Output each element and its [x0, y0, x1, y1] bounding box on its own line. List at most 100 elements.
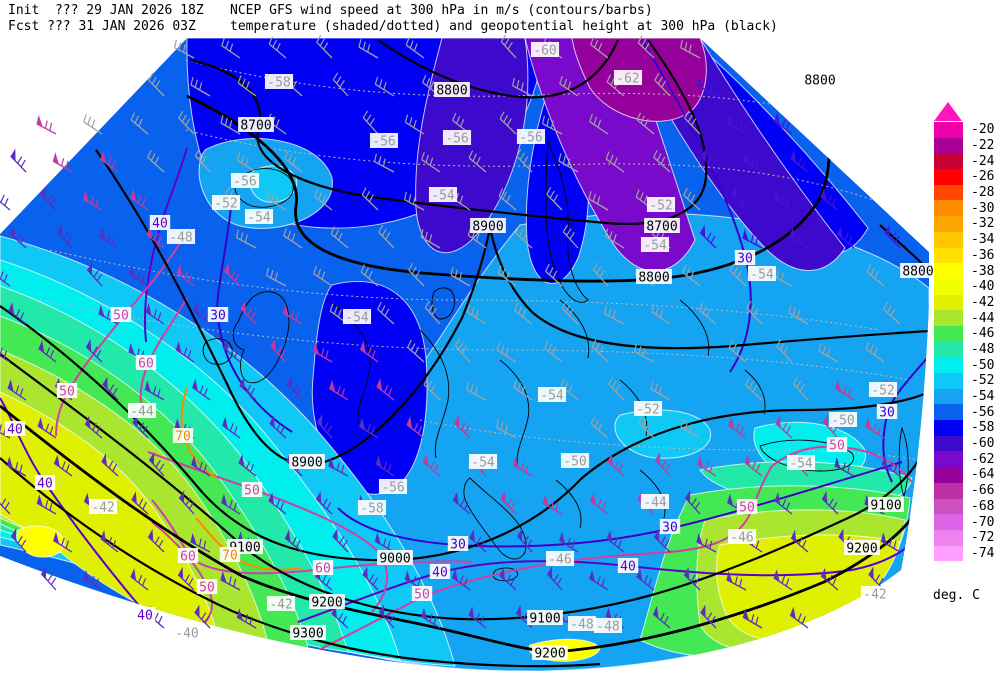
svg-text:-54: -54	[247, 211, 271, 226]
chart-title-line1: NCEP GFS wind speed at 300 hPa in m/s (c…	[230, 3, 653, 18]
svg-text:-42: -42	[91, 501, 114, 516]
svg-text:40: 40	[620, 560, 636, 575]
svg-text:-58: -58	[360, 502, 383, 517]
svg-text:-56: -56	[233, 175, 256, 190]
legend-color-box	[934, 514, 963, 530]
svg-text:50: 50	[113, 309, 129, 324]
svg-text:30: 30	[210, 309, 226, 324]
legend-tick-label: -24	[971, 153, 995, 169]
svg-text:8800: 8800	[804, 74, 835, 89]
legend-color-box	[934, 498, 963, 515]
legend-entry: -42	[934, 294, 1000, 311]
svg-text:50: 50	[739, 501, 755, 516]
legend-color-box	[934, 373, 963, 389]
svg-text:-54: -54	[345, 311, 369, 326]
legend-tick-label: -38	[971, 263, 995, 279]
contour-label-layer: 8700 8700 8800 8800 8800 8800 8900 8900 9000 9100…	[4, 42, 936, 662]
legend-tick-label: -34	[971, 232, 995, 248]
legend-entry: -34	[934, 231, 1000, 248]
svg-text:8900: 8900	[291, 456, 322, 471]
svg-text:-56: -56	[372, 135, 395, 150]
legend-entry: -36	[934, 247, 1000, 264]
legend-color-box	[934, 153, 963, 170]
legend-tick-label: -64	[971, 467, 995, 483]
legend-entry: -50	[934, 357, 1000, 373]
svg-text:50: 50	[414, 588, 430, 603]
legend-color-box	[934, 231, 963, 248]
legend-color-box	[934, 357, 963, 373]
svg-text:-54: -54	[540, 389, 564, 404]
svg-text:-54: -54	[750, 268, 774, 283]
svg-text:50: 50	[59, 385, 75, 400]
svg-text:9200: 9200	[311, 596, 342, 611]
init-time-text: Init ??? 29 JAN 2026 18Z	[8, 3, 204, 18]
svg-text:8900: 8900	[472, 220, 503, 235]
svg-text:70: 70	[175, 430, 191, 445]
legend-entry: -26	[934, 169, 1000, 185]
legend-color-box	[934, 388, 963, 405]
legend-entry: -54	[934, 388, 1000, 405]
legend-entry: -46	[934, 325, 1000, 342]
legend-entry: -66	[934, 482, 1000, 499]
chart-title-line2: temperature (shaded/dotted) and geopoten…	[230, 19, 778, 34]
forecast-time-text: Fcst ??? 31 JAN 2026 03Z	[8, 19, 196, 34]
svg-text:-42: -42	[269, 598, 292, 613]
svg-text:-54: -54	[431, 189, 455, 204]
svg-text:9200: 9200	[846, 542, 877, 557]
legend-tick-label: -54	[971, 389, 995, 405]
svg-text:9200: 9200	[534, 647, 565, 662]
legend-tick-label: -60	[971, 436, 995, 452]
legend-tick-label: -36	[971, 247, 995, 263]
svg-text:-54: -54	[471, 456, 495, 471]
svg-text:9100: 9100	[870, 499, 901, 514]
legend-entry: -40	[934, 278, 1000, 295]
legend-color-box	[934, 435, 963, 452]
legend-entry: -68	[934, 498, 1000, 515]
svg-text:60: 60	[180, 550, 196, 565]
svg-text:-52: -52	[636, 403, 659, 418]
legend-entry: -48	[934, 341, 1000, 358]
legend-entry: -64	[934, 467, 1000, 483]
legend-tick-label: -22	[971, 138, 995, 154]
svg-text:70: 70	[222, 549, 238, 564]
svg-text:8700: 8700	[240, 119, 271, 134]
legend-entry: -44	[934, 310, 1000, 326]
legend-tick-label: -30	[971, 200, 995, 216]
wind-barbs-layer	[0, 34, 901, 629]
legend-entry: -62	[934, 451, 1000, 468]
svg-text:50: 50	[244, 484, 260, 499]
svg-text:9300: 9300	[292, 627, 323, 642]
legend-tick-label: -62	[971, 451, 995, 467]
legend-entry: -52	[934, 373, 1000, 389]
svg-text:-48: -48	[169, 231, 192, 246]
svg-text:-52: -52	[649, 199, 672, 214]
legend-entry: -72	[934, 529, 1000, 546]
legend-entry: -20	[934, 122, 1000, 138]
legend-tick-label: -50	[971, 357, 995, 373]
legend-color-box	[934, 310, 963, 326]
legend-tick-label: -52	[971, 373, 995, 389]
legend-tick-label: -28	[971, 185, 995, 201]
svg-text:-44: -44	[643, 496, 667, 511]
legend-color-box	[934, 482, 963, 499]
legend-color-box	[934, 325, 963, 342]
svg-text:-52: -52	[214, 197, 237, 212]
legend-color-box	[934, 529, 963, 546]
coastline-layer	[202, 140, 909, 582]
svg-text:-62: -62	[616, 72, 639, 87]
svg-text:8800: 8800	[902, 265, 933, 280]
svg-text:8800: 8800	[638, 271, 669, 286]
svg-text:-60: -60	[533, 44, 556, 59]
legend-color-box	[934, 420, 963, 436]
legend-unit-label: deg. C	[933, 588, 980, 603]
svg-text:50: 50	[199, 581, 215, 596]
legend-color-box	[934, 545, 963, 562]
svg-text:-58: -58	[267, 76, 290, 91]
svg-text:-46: -46	[730, 531, 753, 546]
legend-entry: -56	[934, 404, 1000, 421]
legend-color-box	[934, 404, 963, 421]
legend-tick-label: -58	[971, 420, 995, 436]
svg-text:-42: -42	[863, 588, 886, 603]
legend-entry: -32	[934, 216, 1000, 232]
